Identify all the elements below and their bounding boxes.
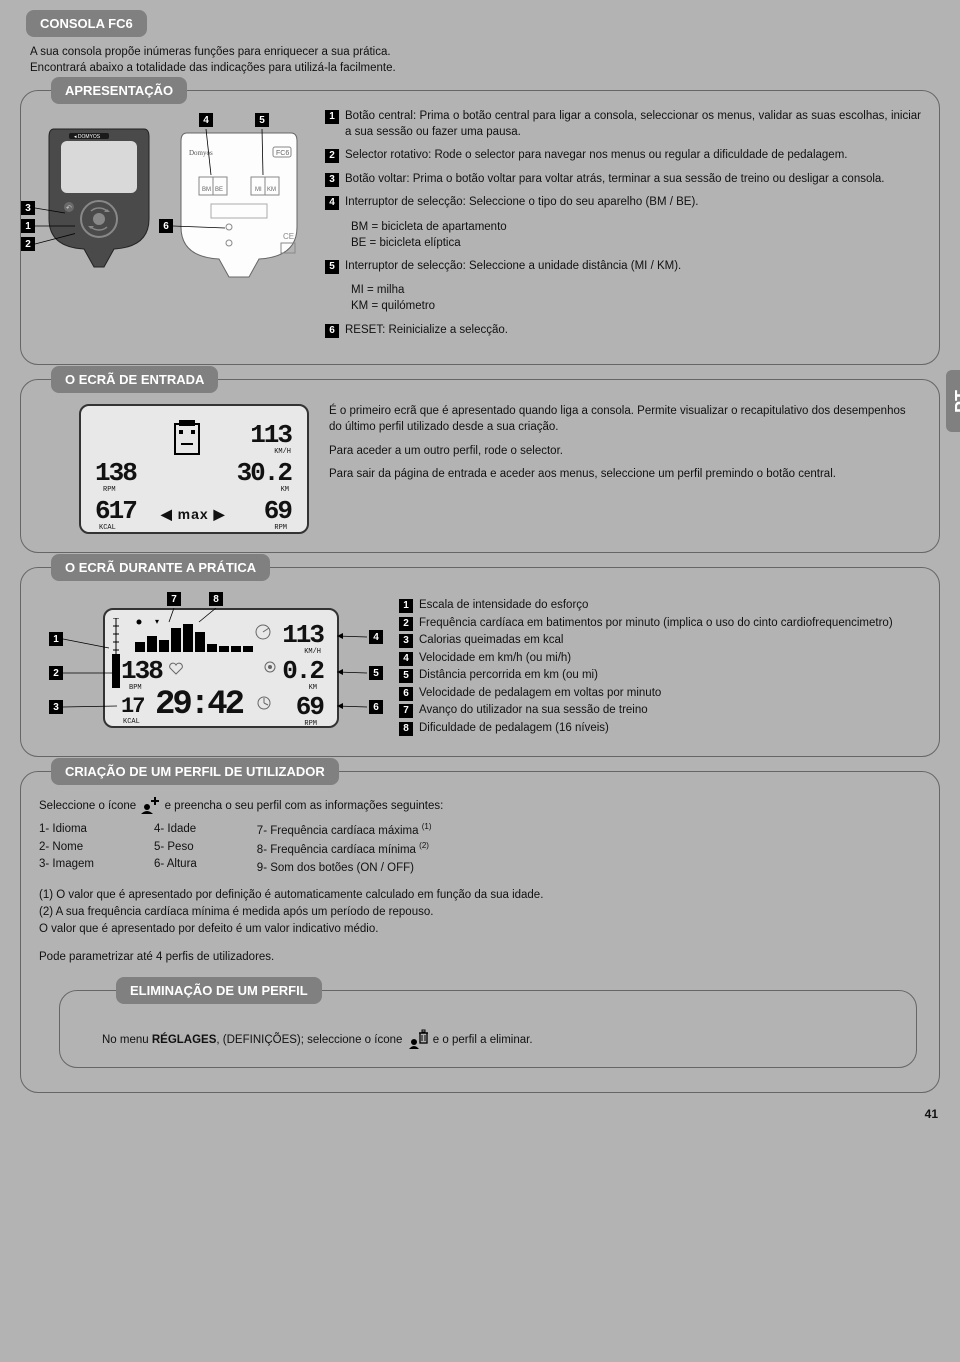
section-tab-perfil: CRIAÇÃO DE UM PERFIL DE UTILIZADOR: [51, 758, 339, 785]
num-6: 6: [325, 324, 339, 338]
num-4: 4: [325, 196, 339, 210]
trash-user-icon: [408, 1029, 428, 1049]
section-tab-apresentacao: APRESENTAÇÃO: [51, 77, 187, 104]
section-tab-entrada: O ECRÃ DE ENTRADA: [51, 366, 218, 393]
perfil-columns: 1- Idioma2- Nome3- Imagem 4- Idade5- Pes…: [39, 821, 921, 876]
add-user-icon: [139, 794, 161, 814]
intro-text: A sua consola propõe inúmeras funções pa…: [30, 45, 940, 76]
pc-8: 8: [209, 592, 223, 606]
section-tab-pratica: O ECRÃ DURANTE A PRÁTICA: [51, 554, 270, 581]
page-number: 41: [925, 1107, 938, 1121]
callout-3: 3: [21, 201, 35, 215]
num-2: 2: [325, 149, 339, 163]
section-eliminar: ELIMINAÇÃO DE UM PERFIL No menu RÉGLAGES…: [59, 990, 917, 1068]
entrada-text: É o primeiro ecrã que é apresentado quan…: [329, 404, 921, 534]
callout-2: 2: [21, 237, 35, 251]
num-1: 1: [325, 110, 339, 124]
language-tab: PT: [946, 370, 960, 432]
device-illustrations: ◂ DOMYOS ↶ 3 1 2: [39, 119, 309, 279]
section-perfil: CRIAÇÃO DE UM PERFIL DE UTILIZADOR Selec…: [20, 771, 940, 1093]
section-tab-consola: CONSOLA FC6: [26, 10, 147, 37]
num-5: 5: [325, 260, 339, 274]
callout-1: 1: [21, 219, 35, 233]
pratica-legend: 1Escala de intensidade do esforço 2Frequ…: [399, 598, 921, 738]
perfil-lead-b: e preencha o seu perfil com as informaçõ…: [165, 800, 444, 812]
section-apresentacao: APRESENTAÇÃO ◂ DOMYOS ↶: [20, 90, 940, 365]
section-pratica: O ECRÃ DURANTE A PRÁTICA: [20, 567, 940, 757]
num-3: 3: [325, 173, 339, 187]
perfil-lead-a: Seleccione o ícone: [39, 800, 136, 812]
section-tab-eliminar: ELIMINAÇÃO DE UM PERFIL: [116, 977, 322, 1004]
svg-text:◂ DOMYOS: ◂ DOMYOS: [74, 134, 101, 140]
section-entrada: O ECRÃ DE ENTRADA 113 KM/H 138 RPM 30.2 …: [20, 379, 940, 553]
apresentacao-descriptions: 1Botão central: Prima o botão central pa…: [325, 109, 921, 346]
pc-7: 7: [167, 592, 181, 606]
lcd-entrada: 113 KM/H 138 RPM 30.2 KM 617 KCAL ◀ max …: [79, 404, 309, 534]
